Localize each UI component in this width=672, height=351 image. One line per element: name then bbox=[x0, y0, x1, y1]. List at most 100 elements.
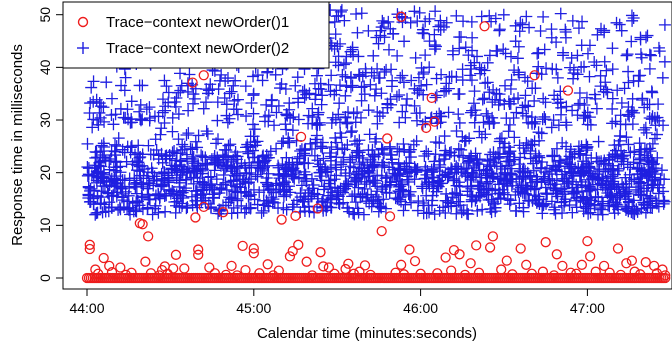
point-newOrder2 bbox=[454, 189, 467, 202]
point-newOrder2 bbox=[620, 131, 633, 144]
point-newOrder2 bbox=[649, 119, 662, 132]
point-newOrder1 bbox=[432, 268, 443, 279]
point-newOrder2 bbox=[433, 137, 446, 150]
point-newOrder2 bbox=[372, 72, 385, 85]
point-newOrder2 bbox=[287, 110, 300, 123]
point-newOrder2 bbox=[481, 155, 494, 168]
point-newOrder2 bbox=[657, 197, 670, 210]
point-newOrder2 bbox=[258, 161, 271, 174]
point-newOrder2 bbox=[141, 182, 154, 195]
point-newOrder2 bbox=[423, 35, 436, 48]
point-newOrder2 bbox=[284, 112, 297, 125]
point-newOrder2 bbox=[437, 20, 450, 33]
point-newOrder2 bbox=[156, 106, 169, 119]
point-newOrder2 bbox=[468, 85, 481, 98]
point-newOrder2 bbox=[558, 175, 571, 188]
point-newOrder2 bbox=[489, 12, 502, 25]
point-newOrder2 bbox=[280, 151, 293, 164]
point-newOrder2 bbox=[455, 143, 468, 156]
point-newOrder2 bbox=[485, 15, 498, 28]
point-newOrder2 bbox=[330, 151, 343, 164]
point-newOrder2 bbox=[215, 182, 228, 195]
point-newOrder2 bbox=[292, 113, 305, 126]
point-newOrder1 bbox=[529, 70, 540, 81]
point-newOrder2 bbox=[504, 83, 517, 96]
point-newOrder2 bbox=[324, 201, 337, 214]
point-newOrder2 bbox=[394, 185, 407, 198]
point-newOrder2 bbox=[222, 151, 235, 164]
point-newOrder2 bbox=[192, 129, 205, 142]
point-newOrder2 bbox=[551, 71, 564, 84]
point-newOrder2 bbox=[223, 112, 236, 125]
point-newOrder1 bbox=[582, 235, 593, 247]
point-newOrder2 bbox=[350, 168, 363, 181]
point-newOrder2 bbox=[83, 106, 96, 119]
point-newOrder2 bbox=[344, 72, 357, 85]
point-newOrder2 bbox=[442, 196, 455, 209]
point-newOrder2 bbox=[255, 206, 268, 219]
point-newOrder2 bbox=[171, 192, 184, 205]
point-newOrder1 bbox=[515, 243, 526, 254]
point-newOrder2 bbox=[575, 61, 588, 74]
point-newOrder2 bbox=[104, 174, 117, 187]
point-newOrder2 bbox=[583, 160, 596, 173]
point-newOrder2 bbox=[396, 69, 409, 82]
point-newOrder2 bbox=[621, 108, 634, 121]
point-newOrder1 bbox=[193, 244, 204, 255]
y-tick-label: 0 bbox=[37, 274, 53, 282]
point-newOrder2 bbox=[535, 176, 548, 189]
point-newOrder2 bbox=[103, 196, 116, 209]
point-newOrder2 bbox=[204, 170, 217, 183]
point-newOrder2 bbox=[386, 74, 399, 87]
point-newOrder2 bbox=[396, 16, 409, 29]
point-newOrder2 bbox=[491, 45, 504, 58]
point-newOrder2 bbox=[371, 62, 384, 75]
point-newOrder2 bbox=[559, 23, 572, 36]
point-newOrder2 bbox=[621, 202, 634, 215]
point-newOrder2 bbox=[492, 98, 505, 111]
point-newOrder2 bbox=[529, 182, 542, 195]
point-newOrder2 bbox=[619, 171, 632, 184]
point-newOrder2 bbox=[556, 185, 569, 198]
point-newOrder2 bbox=[377, 17, 390, 30]
point-newOrder2 bbox=[355, 94, 368, 107]
point-newOrder2 bbox=[581, 118, 594, 131]
point-newOrder2 bbox=[358, 80, 371, 93]
point-newOrder2 bbox=[596, 179, 609, 192]
point-newOrder1 bbox=[226, 260, 237, 272]
point-newOrder1 bbox=[248, 243, 259, 254]
point-newOrder2 bbox=[257, 184, 270, 197]
point-newOrder2 bbox=[442, 166, 455, 179]
point-newOrder2 bbox=[282, 132, 295, 145]
point-newOrder2 bbox=[347, 207, 360, 220]
point-newOrder2 bbox=[489, 201, 502, 214]
point-newOrder2 bbox=[450, 125, 463, 137]
point-newOrder2 bbox=[560, 116, 573, 129]
point-newOrder2 bbox=[384, 93, 397, 106]
point-newOrder2 bbox=[339, 57, 352, 70]
point-newOrder2 bbox=[329, 28, 342, 41]
point-newOrder2 bbox=[228, 185, 241, 198]
point-newOrder2 bbox=[374, 24, 387, 37]
point-newOrder1 bbox=[615, 269, 626, 280]
point-newOrder2 bbox=[505, 73, 518, 86]
point-newOrder2 bbox=[651, 178, 664, 191]
point-newOrder2 bbox=[555, 101, 568, 114]
point-newOrder2 bbox=[316, 142, 329, 155]
point-newOrder2 bbox=[393, 145, 406, 158]
point-newOrder2 bbox=[288, 172, 301, 185]
point-newOrder2 bbox=[286, 201, 299, 214]
point-newOrder2 bbox=[410, 164, 423, 177]
point-newOrder2 bbox=[156, 93, 169, 106]
point-newOrder2 bbox=[427, 162, 440, 175]
point-newOrder2 bbox=[181, 85, 194, 98]
point-newOrder2 bbox=[500, 112, 513, 125]
point-newOrder2 bbox=[402, 175, 415, 188]
point-newOrder2 bbox=[81, 161, 94, 174]
point-newOrder2 bbox=[646, 86, 659, 99]
point-newOrder2 bbox=[533, 134, 546, 147]
point-newOrder2 bbox=[296, 195, 309, 208]
point-newOrder2 bbox=[148, 110, 161, 123]
point-newOrder2 bbox=[473, 164, 486, 177]
point-newOrder2 bbox=[551, 190, 564, 203]
